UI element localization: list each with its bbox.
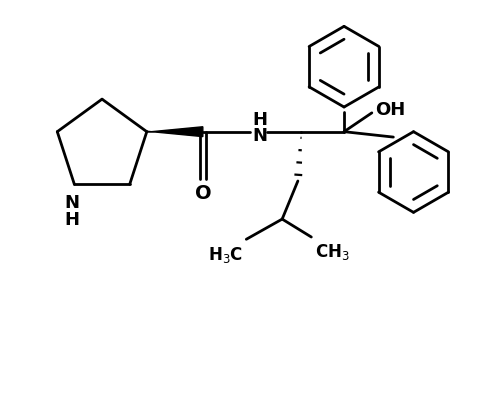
Text: H$_3$C: H$_3$C	[208, 245, 243, 265]
Text: H: H	[253, 111, 268, 129]
Text: OH: OH	[375, 101, 406, 119]
Text: N: N	[65, 194, 80, 212]
Text: CH$_3$: CH$_3$	[315, 243, 349, 263]
Text: H: H	[65, 211, 80, 229]
Text: O: O	[195, 184, 211, 203]
Text: N: N	[253, 127, 268, 145]
Polygon shape	[147, 127, 203, 137]
